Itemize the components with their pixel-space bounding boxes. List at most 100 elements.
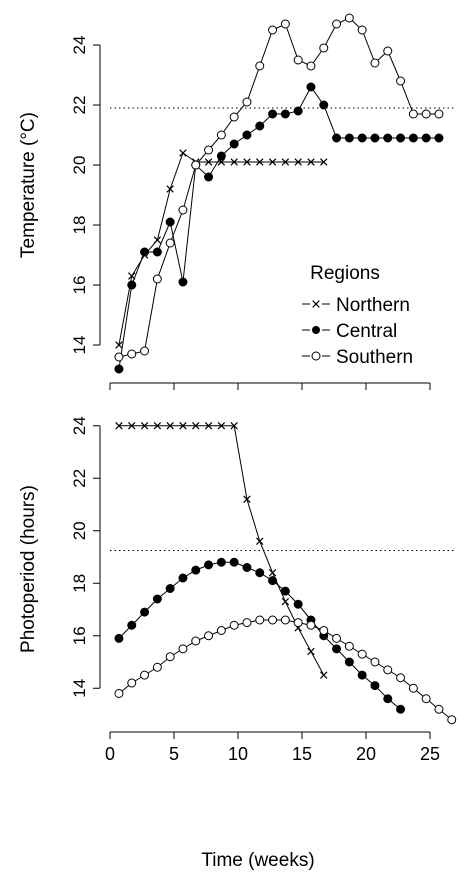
point-southern-2	[140, 670, 150, 680]
x-tick-label-15: 15	[292, 744, 312, 764]
series-southern	[114, 615, 457, 725]
legend-title: Regions	[310, 263, 380, 284]
series-northern	[115, 422, 328, 679]
point-southern-11	[255, 615, 265, 625]
series-line-southern	[118, 619, 453, 721]
point-central-16	[319, 100, 329, 110]
y-tick-label-14: 14	[70, 679, 89, 698]
point-central-12	[268, 109, 278, 119]
point-southern-16	[319, 43, 329, 53]
point-northern-12	[268, 158, 277, 166]
legend-marker	[311, 351, 321, 361]
point-southern-18	[344, 13, 354, 23]
point-central-3	[152, 247, 162, 257]
point-central-2	[140, 607, 150, 617]
point-southern-23	[408, 109, 418, 119]
point-central-5	[178, 277, 188, 287]
point-central-12	[268, 576, 278, 586]
point-northern-11	[256, 537, 264, 545]
point-central-8	[216, 151, 226, 161]
point-central-13	[280, 586, 290, 596]
point-southern-16	[319, 626, 329, 635]
point-central-14	[293, 106, 303, 116]
series-southern	[114, 13, 444, 362]
point-central-1	[127, 620, 137, 630]
point-northern-10	[243, 495, 251, 503]
y-tick-label-20: 20	[70, 156, 89, 175]
point-southern-13	[280, 19, 290, 29]
y-tick-label-22: 22	[70, 469, 89, 488]
y-tick-label-14: 14	[70, 336, 89, 355]
point-southern-25	[434, 109, 444, 119]
x-tick-label-0: 0	[105, 744, 115, 764]
point-southern-1	[127, 678, 137, 688]
point-southern-4	[165, 652, 175, 662]
point-southern-18	[344, 641, 354, 651]
point-central-5	[178, 573, 188, 583]
y-tick-label-24: 24	[70, 36, 89, 55]
point-southern-3	[152, 662, 162, 672]
point-central-2	[140, 247, 150, 257]
point-southern-24	[421, 694, 431, 704]
point-central-10	[242, 130, 252, 140]
point-central-11	[255, 568, 265, 578]
point-southern-0	[114, 352, 124, 362]
point-southern-3	[152, 274, 162, 284]
point-southern-8	[216, 130, 226, 140]
point-central-8	[216, 557, 226, 567]
point-central-24	[421, 133, 431, 143]
point-southern-2	[140, 346, 150, 356]
point-southern-17	[332, 19, 342, 29]
point-northern-4	[166, 185, 174, 193]
legend-label: Central	[336, 321, 397, 342]
series-northern	[115, 149, 328, 349]
series-line-northern	[118, 152, 324, 346]
point-central-20	[370, 133, 380, 143]
point-southern-11	[255, 61, 265, 71]
point-northern-5	[179, 422, 187, 430]
point-southern-7	[204, 631, 214, 641]
point-southern-21	[383, 46, 393, 56]
point-southern-14	[293, 55, 303, 65]
point-central-7	[204, 172, 214, 182]
point-southern-6	[191, 160, 201, 170]
point-central-18	[344, 133, 354, 143]
point-northern-4	[166, 422, 174, 430]
point-southern-12	[268, 25, 278, 35]
point-southern-23	[408, 683, 418, 693]
point-central-14	[293, 599, 303, 609]
point-northern-1	[128, 422, 136, 430]
point-southern-13	[280, 615, 290, 625]
y-tick-label-16: 16	[70, 276, 89, 295]
y-axis-label: Photoperiod (hours)	[18, 485, 39, 653]
x-tick-label-10: 10	[228, 744, 248, 764]
point-central-19	[357, 670, 367, 680]
point-central-7	[204, 560, 214, 570]
x-axis-label: Time (weeks)	[201, 850, 314, 871]
point-central-22	[396, 133, 406, 143]
point-central-0	[114, 633, 124, 643]
y-tick-label-16: 16	[70, 626, 89, 645]
x-tick-label-20: 20	[356, 744, 376, 764]
y-tick-label-24: 24	[70, 416, 89, 435]
point-northern-15	[307, 158, 315, 166]
legend-marker	[312, 326, 320, 334]
point-southern-5	[178, 644, 188, 654]
point-northern-13	[281, 158, 290, 166]
point-southern-7	[204, 145, 214, 155]
point-northern-0	[115, 341, 123, 349]
photoperiod-panel: 14 16 18 20 22 24 Photoperiod (hours) 0 5 10 15 20 2…	[18, 416, 457, 871]
temperature-panel: 14 16 18 20 22 24 Temperature (°C) Regions North…	[18, 13, 456, 390]
point-central-9	[229, 139, 239, 149]
point-southern-5	[178, 205, 188, 215]
point-central-1	[127, 280, 137, 290]
point-central-23	[408, 133, 418, 143]
point-northern-16	[320, 158, 328, 166]
point-central-25	[434, 133, 444, 143]
point-southern-22	[396, 673, 406, 683]
point-southern-6	[191, 636, 201, 646]
point-central-0	[114, 364, 124, 374]
point-central-15	[306, 82, 316, 92]
point-northern-16	[320, 671, 328, 679]
